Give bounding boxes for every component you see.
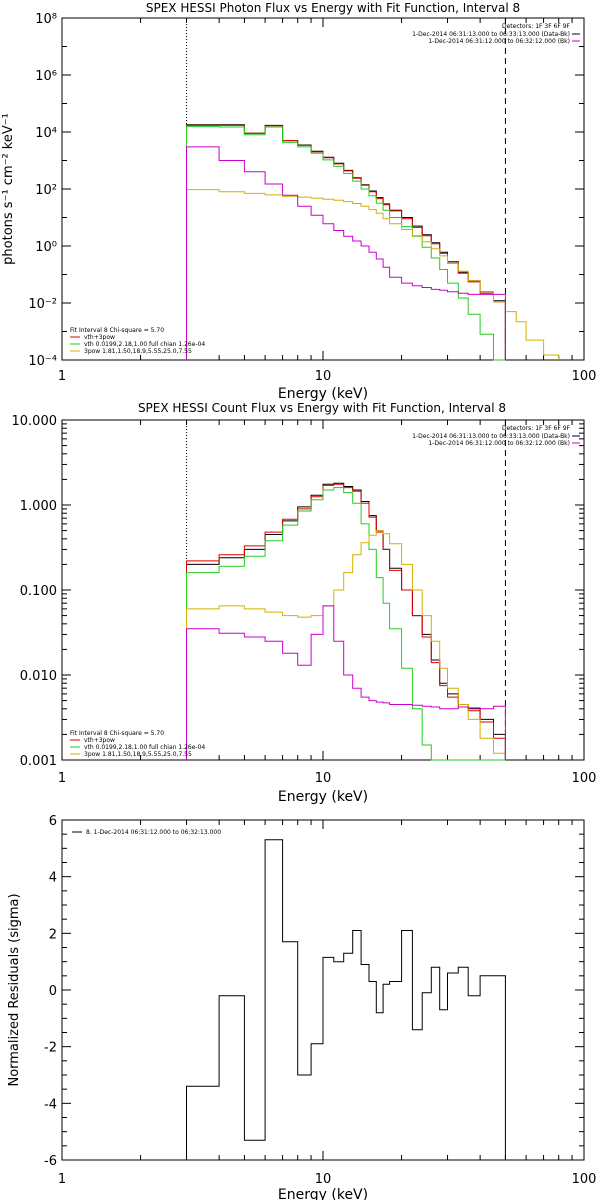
detector-legend-label: 1-Dec-2014 06:31:13.000 to 06:33:13.000 … [412, 433, 570, 440]
y-tick-label: -4 [44, 1097, 57, 1112]
legend-label: vth+3pow [84, 737, 115, 744]
y-tick-label: 10.000 [12, 414, 58, 429]
y-tick-label: 0.001 [20, 754, 57, 769]
y-tick-label: 1.000 [20, 499, 57, 514]
legend-label: vth 0.0199,2.18,1.00 full chian 1.26e-04 [84, 341, 205, 348]
panel1-ylabel: photons s⁻¹ cm⁻² keV⁻¹ [1, 113, 16, 265]
x-tick-label: 10 [315, 369, 332, 384]
panel1-detector-legend: Detectors: 1F 3F 6F 9F 1-Dec-2014 06:31:… [412, 23, 580, 45]
series-data-bk [186, 124, 506, 360]
legend-label: vth 0.0199,2.18,1.00 full chian 1.26e-04 [84, 744, 205, 751]
panel3-xlabel: Energy (keV) [278, 1187, 368, 1200]
y-tick-label: 10⁸ [35, 12, 57, 27]
y-tick-label: 0.010 [20, 669, 57, 684]
y-tick-label: 4 [49, 871, 57, 886]
panel2-ticks: 1 10 100 0.001 0.010 0.100 1.000 10.000 [12, 414, 597, 786]
series-residuals [186, 839, 506, 1160]
panel3-series [186, 839, 506, 1160]
series-bk [186, 146, 506, 360]
panel3-ticks: 1 10 100 -6 -4 -2 0 2 4 6 [44, 814, 596, 1187]
count-flux-panel: SPEX HESSI Count Flux vs Energy with Fit… [12, 401, 597, 805]
panel3-ylabel: Normalized Residuals (sigma) [7, 893, 22, 1086]
panel2-detector-header: Detectors: 1F 3F 6F 9F [502, 425, 571, 432]
panel2-xlabel: Energy (keV) [278, 789, 368, 805]
y-tick-label: -6 [44, 1154, 57, 1169]
y-tick-label: 10⁰ [35, 240, 57, 255]
detector-legend-label: 1-Dec-2014 06:31:13.000 to 06:33:13.000 … [412, 31, 570, 38]
residuals-panel: 1 10 100 -6 -4 -2 0 2 4 6 Energy (keV) Normalized… [7, 814, 596, 1200]
panel1-legend: Fit Interval 8 Chi-square = 5.70 vth+3po… [70, 327, 205, 355]
panel2-series [186, 482, 506, 761]
panel2-title: SPEX HESSI Count Flux vs Energy with Fit… [138, 401, 506, 415]
legend-label: 3pow 1.81,1.50,18.9,5.55,25.0,7.55 [84, 751, 192, 758]
y-tick-label: 10⁻² [28, 297, 57, 312]
legend-label: vth+3pow [84, 334, 115, 341]
y-tick-label: 10² [35, 183, 57, 198]
panel1-detector-header: Detectors: 1F 3F 6F 9F [502, 23, 571, 30]
series-vth [186, 126, 506, 361]
detector-legend-label: 1-Dec-2014 06:31:12.000 to 06:32:12.000 … [428, 38, 570, 45]
y-tick-label: 10⁻⁴ [28, 354, 57, 369]
x-tick-label: 100 [572, 771, 597, 786]
series-vth-3pow [186, 483, 506, 760]
x-tick-label: 100 [572, 369, 597, 384]
legend-label: 3pow 1.81,1.50,18.9,5.55,25.0,7.55 [84, 348, 192, 355]
y-tick-label: 10⁴ [35, 126, 57, 141]
photon-flux-panel: SPEX HESSI Photon Flux vs Energy with Fi… [1, 1, 596, 402]
panel1-xlabel: Energy (keV) [278, 386, 368, 402]
detector-legend-label: 1-Dec-2014 06:31:12.000 to 06:32:12.000 … [428, 440, 570, 447]
x-tick-label: 100 [572, 1172, 597, 1187]
y-tick-label: 0 [49, 984, 57, 999]
series-vth [186, 487, 506, 761]
x-tick-label: 1 [58, 771, 66, 786]
panel3-legend: 8. 1-Dec-2014 06:31:12.000 to 06:32:13.0… [72, 829, 221, 836]
series-3pow [186, 189, 560, 360]
x-tick-label: 1 [58, 369, 66, 384]
panel1-series [186, 124, 560, 361]
legend-label: 8. 1-Dec-2014 06:31:12.000 to 06:32:13.0… [86, 829, 221, 836]
y-tick-label: 6 [49, 814, 57, 829]
panel2-detector-legend: Detectors: 1F 3F 6F 9F 1-Dec-2014 06:31:… [412, 425, 580, 447]
panel1-title: SPEX HESSI Photon Flux vs Energy with Fi… [146, 1, 520, 15]
y-tick-label: 0.100 [20, 584, 57, 599]
y-tick-label: 2 [49, 927, 57, 942]
x-tick-label: 10 [315, 1172, 332, 1187]
x-tick-label: 1 [58, 1172, 66, 1187]
panel2-legend-header: Fit Interval 8 Chi-square = 5.70 [70, 730, 164, 737]
series-bk [186, 605, 506, 760]
series-3pow [186, 530, 506, 760]
y-tick-label: 10⁶ [35, 69, 57, 84]
panel2-legend: Fit Interval 8 Chi-square = 5.70 vth+3po… [70, 730, 205, 758]
series-data-bk [186, 482, 506, 760]
panel1-legend-header: Fit Interval 8 Chi-square = 5.70 [70, 327, 164, 334]
x-tick-label: 10 [315, 771, 332, 786]
y-tick-label: -2 [44, 1041, 57, 1056]
